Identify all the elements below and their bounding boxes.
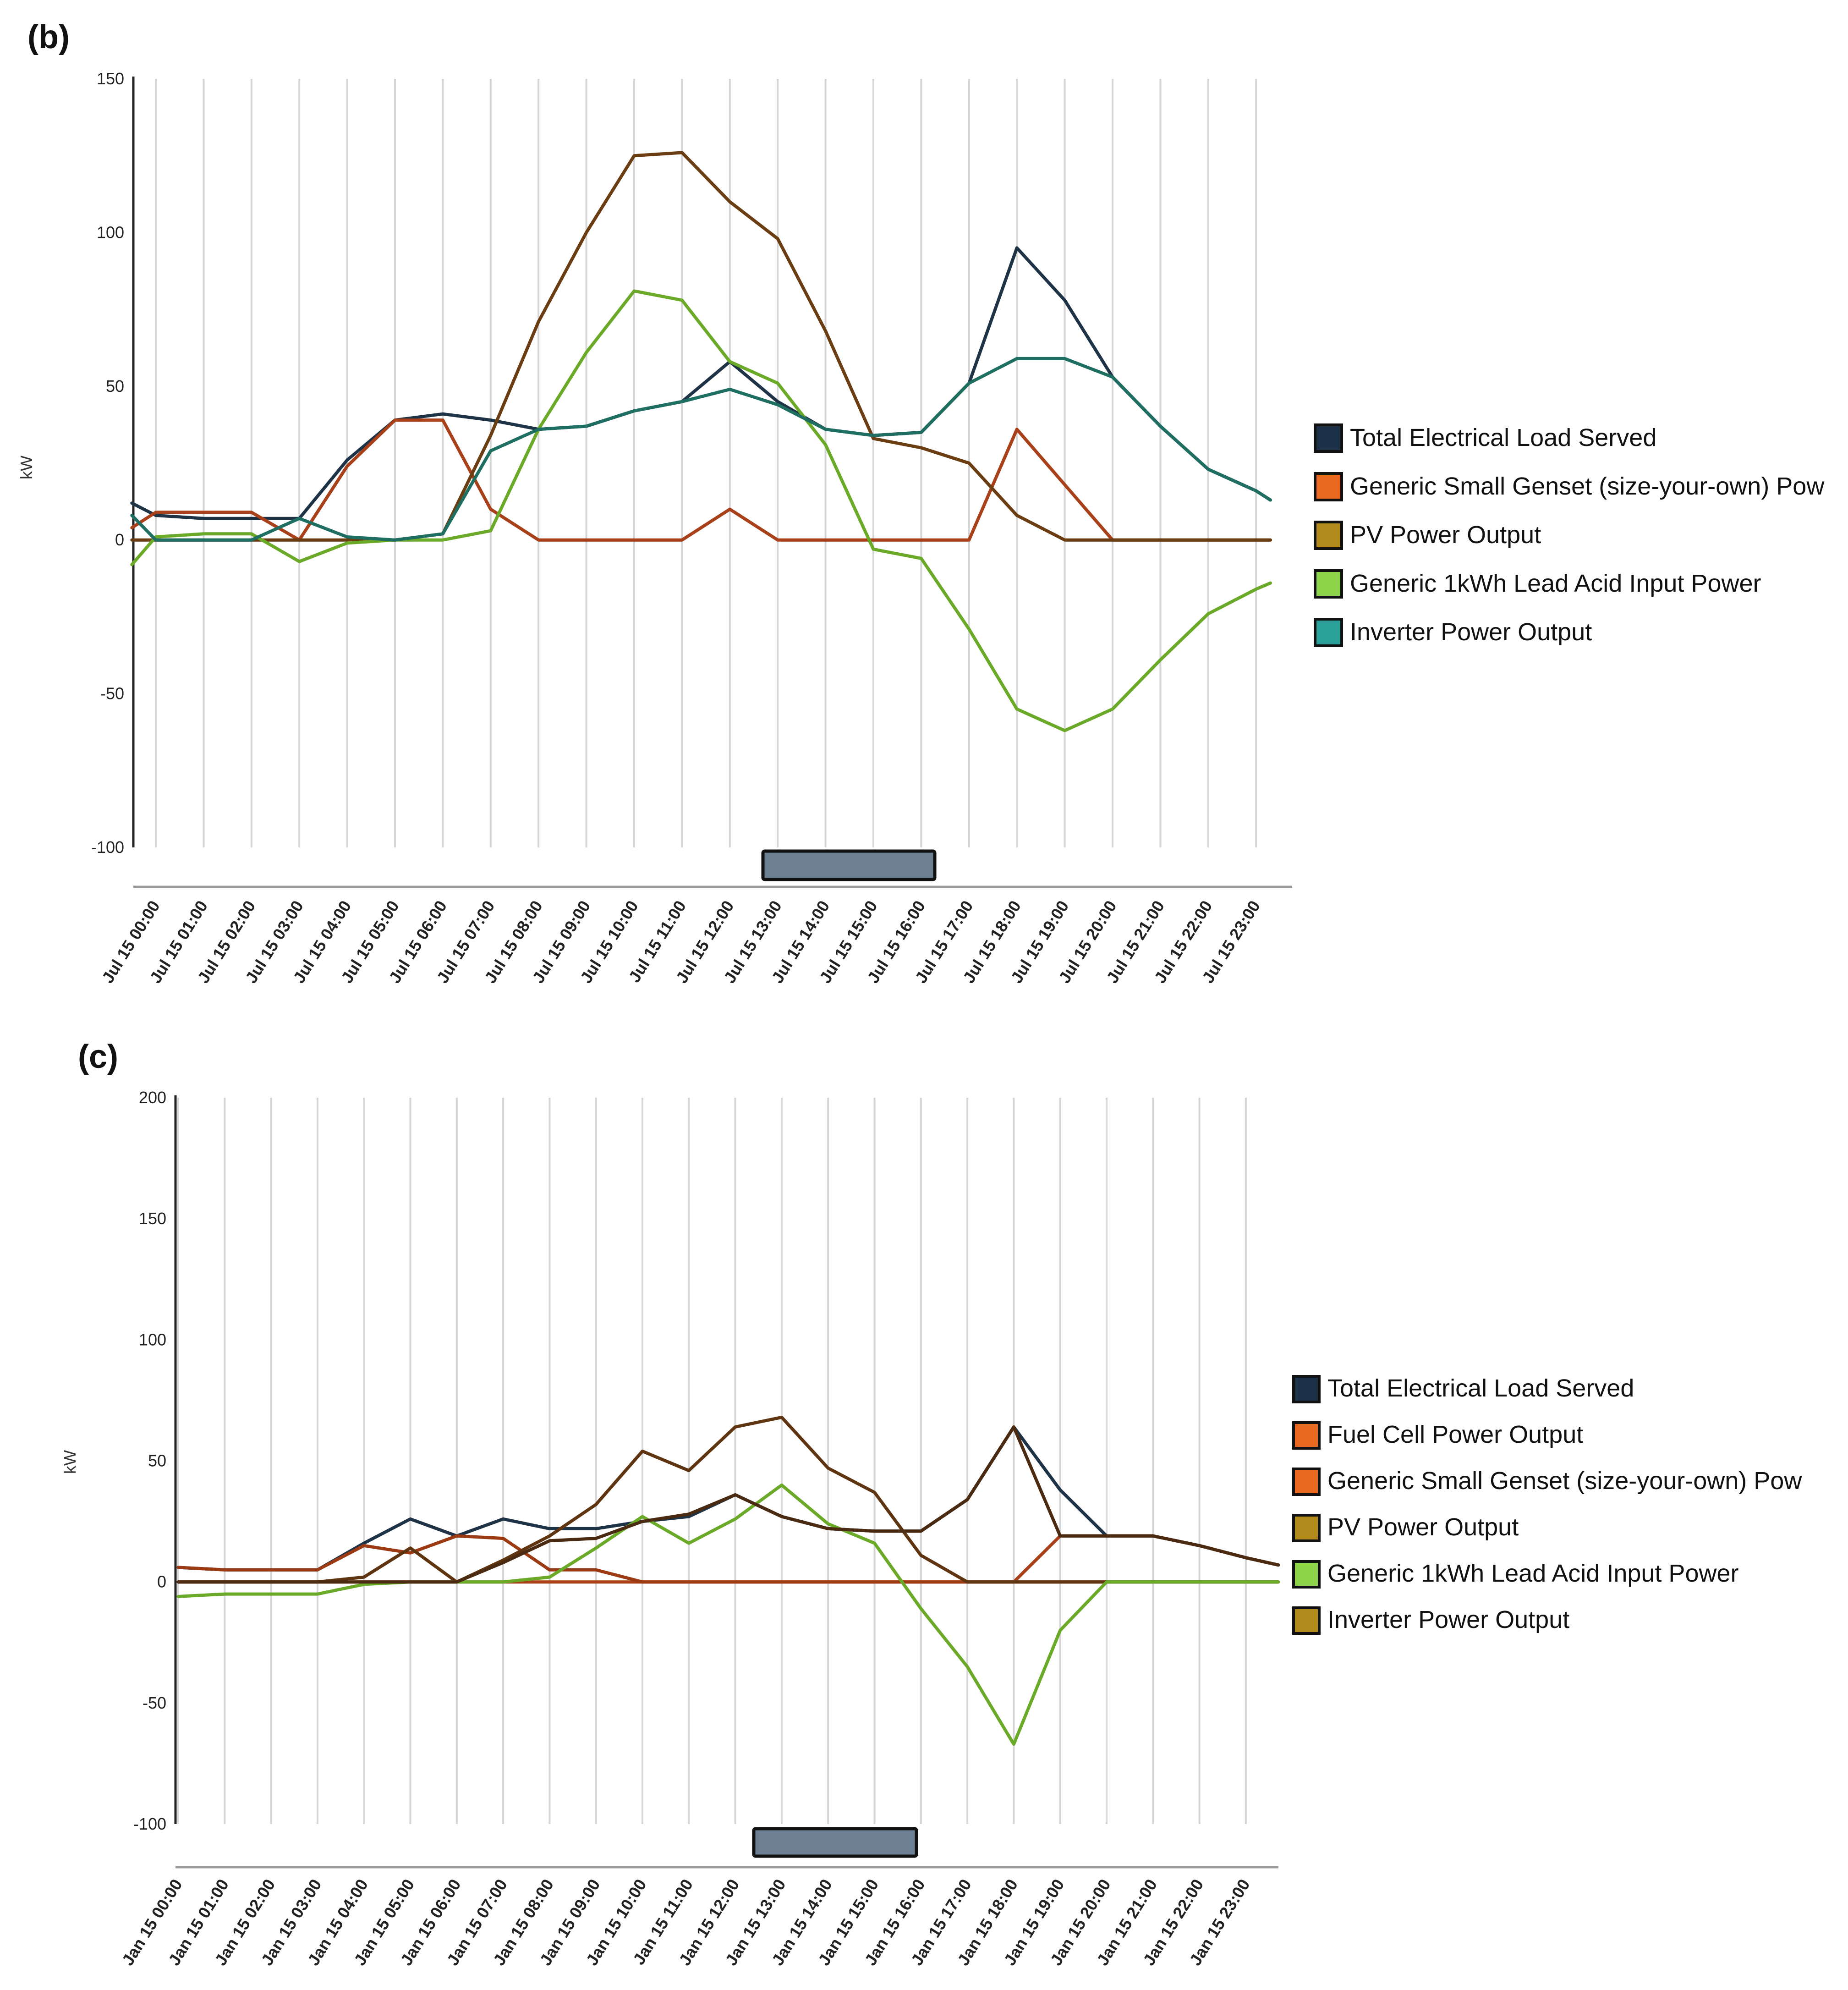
legend-swatch-b-1 (1314, 472, 1343, 501)
gridlines-b (155, 79, 1257, 847)
series-line-b-0 (130, 246, 1272, 520)
legend-swatch-c-3 (1292, 1514, 1321, 1542)
axes-c (174, 1095, 1278, 1869)
series-line-b-4 (130, 357, 1272, 542)
y-axis-title-c: kW (60, 1450, 79, 1474)
legend-swatch-c-5 (1292, 1606, 1321, 1635)
legend-c: Total Electrical Load Served Fuel Cell Po… (1292, 1374, 1802, 1635)
legend-label-c-5: Inverter Power Output (1327, 1606, 1569, 1633)
panel-label-b: (b) (27, 19, 70, 55)
y-tick-label-b-4: -50 (100, 684, 124, 703)
legend-label-b-4: Inverter Power Output (1350, 618, 1592, 646)
range-scrollbar-c[interactable] (752, 1827, 918, 1858)
legend-label-b-0: Total Electrical Load Served (1350, 424, 1656, 451)
series-line-c-5 (176, 1425, 1280, 1584)
legend-label-b-1: Generic Small Genset (size-your-own) Pow (1350, 473, 1825, 500)
legend-label-c-2: Generic Small Genset (size-your-own) Pow (1327, 1467, 1802, 1495)
y-tick-label-c-5: -50 (143, 1693, 166, 1712)
y-tick-label-b-3: 0 (115, 530, 124, 549)
y-tick-label-c-2: 100 (139, 1330, 166, 1349)
legend-swatch-b-3 (1314, 569, 1343, 599)
series-lines-b (130, 151, 1272, 732)
series-line-b-2 (130, 151, 1272, 542)
series-line-c-1 (176, 1534, 1280, 1584)
series-lines-c (176, 1415, 1280, 1746)
legend-label-c-3: PV Power Output (1327, 1513, 1519, 1541)
panel-label-c: (c) (78, 1039, 118, 1075)
legend-label-b-3: Generic 1kWh Lead Acid Input Power (1350, 570, 1761, 597)
legend-swatch-b-0 (1314, 423, 1343, 453)
legend-swatch-c-1 (1292, 1421, 1321, 1450)
chart-c: (c) kW 200 150 100 50 0 -50 -100 Jan 15 00:00J… (60, 1039, 1802, 1969)
y-tick-labels-c: 200 150 100 50 0 -50 -100 (133, 1088, 166, 1833)
y-axis-title-b: kW (17, 456, 36, 479)
y-tick-label-b-1: 100 (97, 223, 124, 242)
y-tick-label-b-2: 50 (106, 377, 124, 396)
y-tick-label-b-0: 150 (97, 69, 124, 88)
series-line-c-4 (176, 1483, 1280, 1746)
legend-swatch-b-2 (1314, 521, 1343, 550)
chart-b: (b) kW 150 100 50 0 -50 -100 Jul 15 00:00Jul … (17, 19, 1825, 986)
y-tick-label-c-1: 150 (139, 1209, 166, 1228)
legend-label-c-0: Total Electrical Load Served (1327, 1374, 1634, 1402)
legend-label-c-4: Generic 1kWh Lead Acid Input Power (1327, 1560, 1739, 1587)
y-tick-label-c-0: 200 (139, 1088, 166, 1107)
range-scrollbar-b[interactable] (761, 849, 937, 881)
legend-swatch-b-4 (1314, 618, 1343, 647)
y-tick-labels-b: 150 100 50 0 -50 -100 (91, 69, 124, 857)
y-tick-label-c-3: 50 (148, 1451, 166, 1470)
series-line-b-3 (130, 289, 1272, 732)
legend-label-c-1: Fuel Cell Power Output (1327, 1421, 1583, 1448)
legend-swatch-c-0 (1292, 1375, 1321, 1403)
legend-b: Total Electrical Load Served Generic Smal… (1314, 423, 1825, 647)
axes-b (132, 77, 1292, 888)
y-tick-label-c-6: -100 (133, 1814, 166, 1833)
series-line-c-2 (176, 1534, 1280, 1584)
y-tick-label-b-5: -100 (91, 838, 124, 857)
legend-swatch-c-2 (1292, 1468, 1321, 1496)
gridlines-c (177, 1098, 1247, 1824)
legend-label-b-2: PV Power Output (1350, 521, 1541, 549)
y-tick-label-c-4: 0 (157, 1572, 166, 1591)
series-line-b-1 (130, 418, 1272, 542)
legend-swatch-c-4 (1292, 1560, 1321, 1589)
